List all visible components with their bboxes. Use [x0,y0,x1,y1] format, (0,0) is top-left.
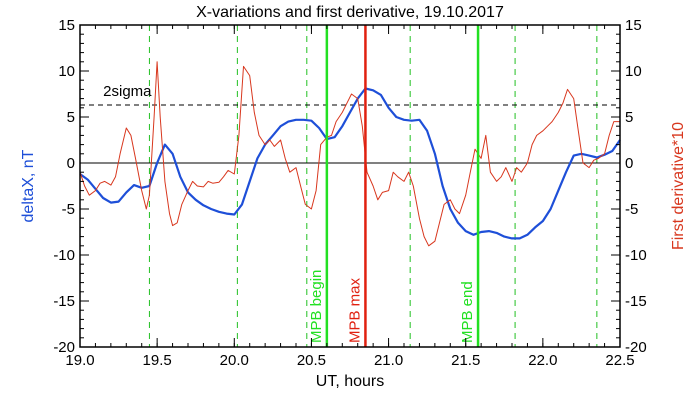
series-line-deltaX [79,87,621,240]
y-tick-label-left: 0 [67,155,75,172]
y-tick-label-right: 0 [625,155,633,172]
chart-title: X-variations and first derivative, 19.10… [196,4,504,21]
y-tick-label-left: 15 [58,17,75,34]
plot-frame [79,24,621,348]
event-label-2: MPB end [459,281,476,343]
y-tick-label-left: -15 [53,293,75,310]
y-axis-label-left: deltaX, nT [20,149,37,222]
x-tick-label: 19.0 [65,352,94,369]
y-tick-label-left: 5 [67,109,75,126]
y-tick-label-left: -5 [62,201,75,218]
y-tick-label-right: 15 [625,17,642,34]
y-axis-label-right: First derivative*10 [670,122,687,250]
x-tick-label: 21.5 [451,352,480,369]
sigma-label: 2sigma [103,83,152,100]
event-label-0: MPB begin [308,270,325,343]
x-tick-label: 20.0 [220,352,249,369]
y-tick-label-right: 5 [625,109,633,126]
y-tick-label-right: -5 [625,201,638,218]
y-tick-label-right: -20 [625,339,647,356]
x-tick-label: 22.0 [528,352,557,369]
y-tick-label-left: 10 [58,63,75,80]
y-tick-label-right: -15 [625,293,647,310]
y-tick-label-left: -20 [53,339,75,356]
x-tick-label: 21.0 [374,352,403,369]
series-line-derivative [79,61,620,247]
y-tick-label-right: 10 [625,63,642,80]
x-tick-label: 20.5 [297,352,326,369]
event-label-1: MPB max [346,277,363,343]
y-tick-label-left: -10 [53,247,75,264]
x-tick-label: 19.5 [143,352,172,369]
x-axis-label: UT, hours [316,373,384,390]
x-tick-label: 22.5 [605,352,634,369]
y-tick-label-right: -10 [625,247,647,264]
plot-area: 2sigma MPB begin MPB max MPB end 19.0 19.5 20.… [53,17,646,369]
